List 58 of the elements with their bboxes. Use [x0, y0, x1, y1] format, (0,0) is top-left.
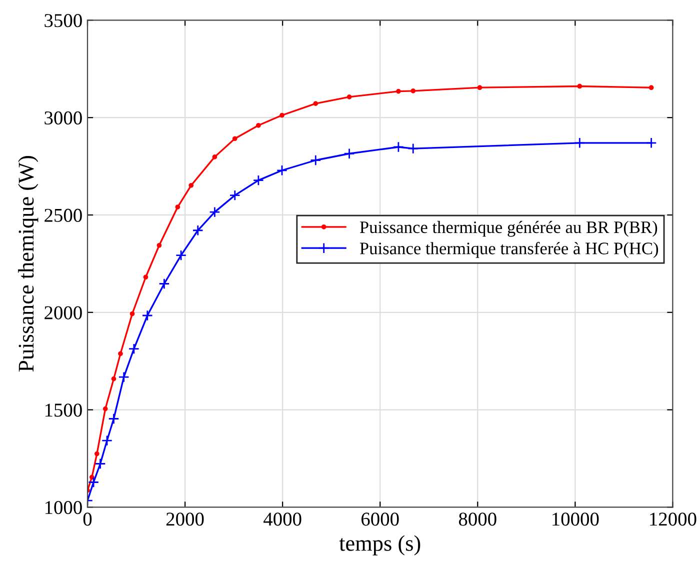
point — [111, 376, 116, 382]
x-tick-label: 0 — [83, 512, 92, 526]
point — [142, 310, 153, 322]
x-tick-label: 2000 — [166, 512, 204, 526]
point — [396, 88, 401, 94]
point — [118, 351, 123, 356]
point — [574, 137, 586, 148]
x-tick-label: 8000 — [458, 512, 496, 526]
point — [477, 85, 482, 90]
point — [94, 458, 106, 470]
point — [232, 136, 238, 142]
point — [252, 174, 264, 186]
point — [130, 311, 135, 316]
point — [577, 84, 582, 89]
y-tick-label: 2000 — [44, 306, 82, 320]
x-tick-label: 10000 — [552, 512, 599, 526]
point — [175, 250, 187, 261]
point — [143, 274, 148, 280]
point — [209, 206, 220, 218]
point — [310, 154, 322, 166]
point — [88, 476, 100, 488]
y-tick-label: 1000 — [45, 501, 82, 514]
point — [648, 85, 654, 90]
x-tick-label: 4000 — [264, 512, 302, 526]
point — [192, 224, 204, 236]
point — [346, 94, 352, 100]
point — [280, 112, 284, 118]
point — [101, 435, 113, 446]
x-axis-title: temps (s) — [339, 535, 420, 556]
point — [94, 451, 100, 456]
point — [188, 182, 194, 188]
point — [158, 278, 170, 290]
point — [118, 372, 130, 383]
legend-label: Puisance thermique transferée à HC P(HC) — [360, 242, 658, 258]
point — [276, 164, 288, 176]
y-tick-label: 3500 — [44, 14, 82, 28]
legend-label: Puissance thermique générée au BR P(BR) — [360, 220, 658, 237]
point — [229, 190, 240, 201]
point — [256, 122, 261, 128]
point — [410, 88, 416, 94]
point — [344, 148, 355, 160]
y-axis-title: Puissance themique (W) — [18, 156, 38, 372]
point — [212, 154, 218, 160]
x-tick-label: 6000 — [361, 512, 399, 526]
point — [156, 242, 162, 248]
point — [102, 406, 108, 412]
point — [392, 141, 404, 153]
y-tick-label: 1500 — [45, 404, 82, 417]
y-tick-label: 2500 — [44, 208, 82, 222]
point — [408, 143, 419, 154]
point — [175, 204, 180, 210]
point — [313, 101, 318, 106]
point — [89, 474, 94, 480]
point — [128, 343, 140, 354]
point — [108, 413, 120, 424]
y-tick-label: 3000 — [44, 111, 82, 125]
x-tick-label: 12000 — [650, 512, 696, 526]
point — [646, 137, 657, 148]
